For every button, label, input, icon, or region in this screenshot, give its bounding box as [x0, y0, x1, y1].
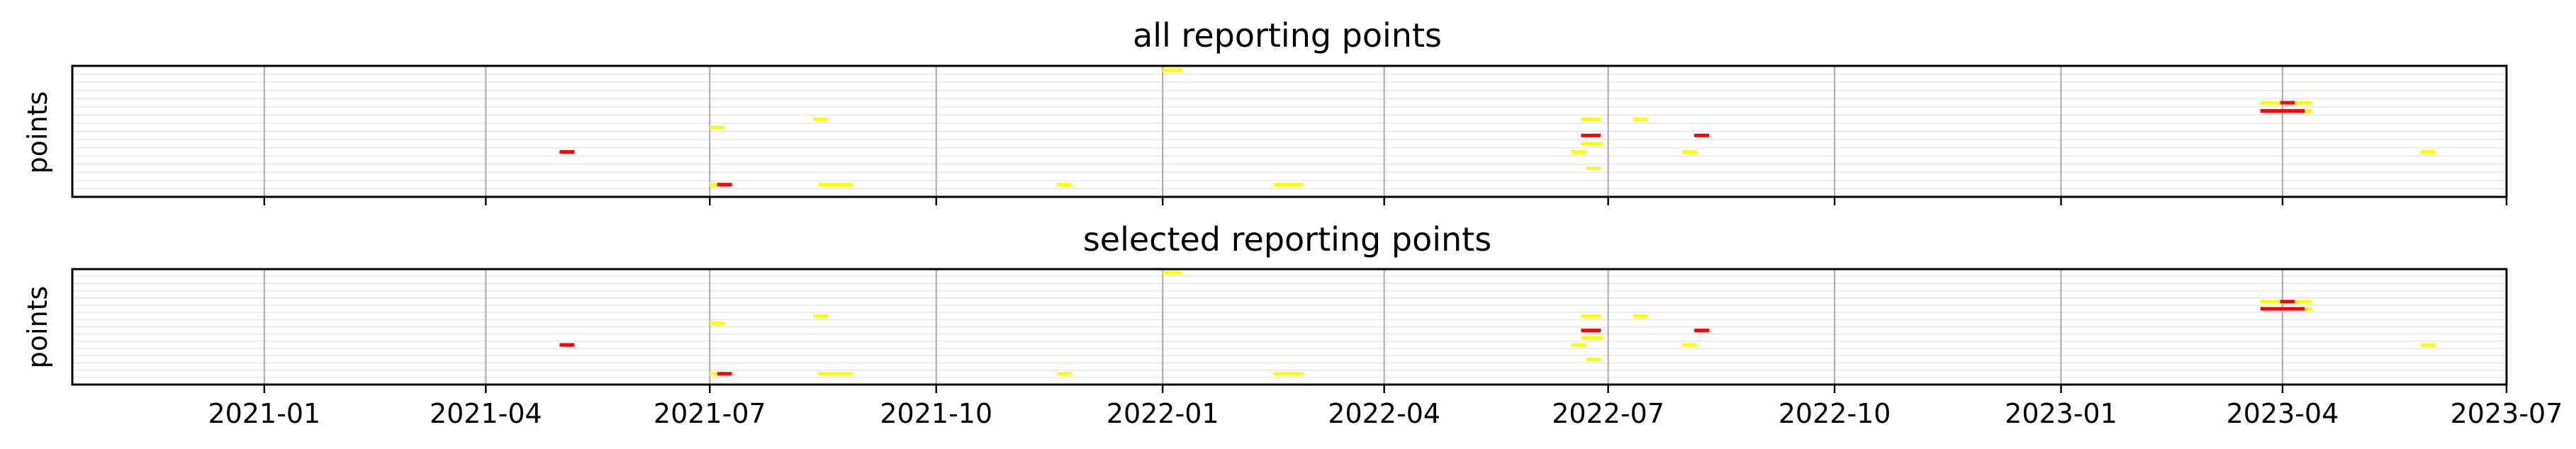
top-panel: all reporting points points: [22, 16, 2508, 205]
warning-event-bar: [1681, 343, 1697, 347]
x-tick-label: 2023-01: [2005, 398, 2117, 429]
warning-event-bar: [1273, 372, 1304, 376]
bottom-panel-time-grid: [263, 269, 2284, 385]
warning-event-bar: [1273, 183, 1304, 187]
alarm-event-bar: [1694, 329, 1710, 333]
top-panel-time-grid: [263, 66, 2284, 197]
alarm-event-bar: [559, 149, 575, 154]
x-axis-tick-labels: 2021-01 2021-04 2021-07 2021-10 2022-01 2022-…: [208, 398, 2563, 429]
alarm-event-bar: [1581, 329, 1601, 333]
warning-event-bar: [1571, 343, 1586, 347]
bottom-panel-row-grid: [72, 275, 2507, 378]
alarm-event-bar: [717, 372, 732, 376]
bottom-panel-title: selected reporting points: [1083, 220, 1491, 258]
x-tick-label: 2022-04: [1328, 398, 1440, 429]
alarm-event-bar: [2260, 109, 2305, 113]
x-tick-label: 2023-04: [2227, 398, 2339, 429]
alarm-event-bar: [2280, 300, 2295, 304]
warning-event-bar: [1581, 117, 1601, 121]
alarm-event-bar: [1694, 133, 1710, 137]
x-tick-label: 2021-01: [208, 398, 320, 429]
bottom-panel: selected reporting points points 2021-01…: [22, 220, 2563, 429]
warning-event-bar: [2420, 343, 2436, 347]
top-panel-title: all reporting points: [1133, 16, 1442, 55]
top-panel-ylabel: points: [22, 91, 53, 174]
x-tick-label: 2022-07: [1552, 398, 1664, 429]
bottom-panel-frame: [71, 268, 2508, 386]
bottom-panel-ticks: [263, 385, 2508, 393]
warning-event-bar: [1163, 68, 1182, 72]
warning-event-bar: [1056, 183, 1072, 187]
warning-event-bar: [1586, 166, 1601, 171]
warning-event-bar: [710, 321, 725, 325]
bottom-panel-ylabel: points: [22, 286, 53, 369]
warning-event-bar: [1571, 149, 1586, 154]
x-tick-label: 2021-10: [880, 398, 992, 429]
warning-event-bar: [1581, 142, 1603, 146]
warning-event-bar: [1586, 357, 1601, 361]
warning-event-bar: [1163, 271, 1182, 275]
warning-event-bar: [2420, 149, 2436, 154]
warning-event-bar: [1056, 372, 1072, 376]
top-panel-ticks: [263, 197, 2508, 205]
x-tick-label: 2023-07: [2451, 398, 2563, 429]
alarm-event-bar: [1581, 133, 1601, 137]
warning-event-bar: [813, 117, 828, 121]
top-panel-frame: [71, 64, 2508, 198]
warning-event-bar: [818, 372, 853, 376]
x-tick-label: 2021-04: [430, 398, 542, 429]
warning-event-bar: [1581, 336, 1603, 340]
top-panel-row-grid: [72, 73, 2507, 190]
warning-event-bar: [710, 125, 725, 130]
alarm-event-bar: [559, 343, 575, 347]
alarm-event-bar: [2260, 307, 2305, 311]
alarm-event-bar: [717, 183, 732, 187]
warning-event-bar: [813, 314, 828, 318]
alarm-event-bar: [2280, 101, 2295, 105]
warning-event-bar: [1633, 314, 1648, 318]
warning-event-bar: [818, 183, 853, 187]
x-tick-label: 2022-01: [1107, 398, 1219, 429]
x-tick-label: 2021-07: [654, 398, 766, 429]
warning-event-bar: [1633, 117, 1648, 121]
top-panel-event-bars: [559, 68, 2436, 187]
warning-event-bar: [1681, 149, 1697, 154]
warning-event-bar: [1581, 314, 1601, 318]
x-tick-label: 2022-10: [1779, 398, 1891, 429]
bottom-panel-event-bars: [559, 271, 2436, 376]
